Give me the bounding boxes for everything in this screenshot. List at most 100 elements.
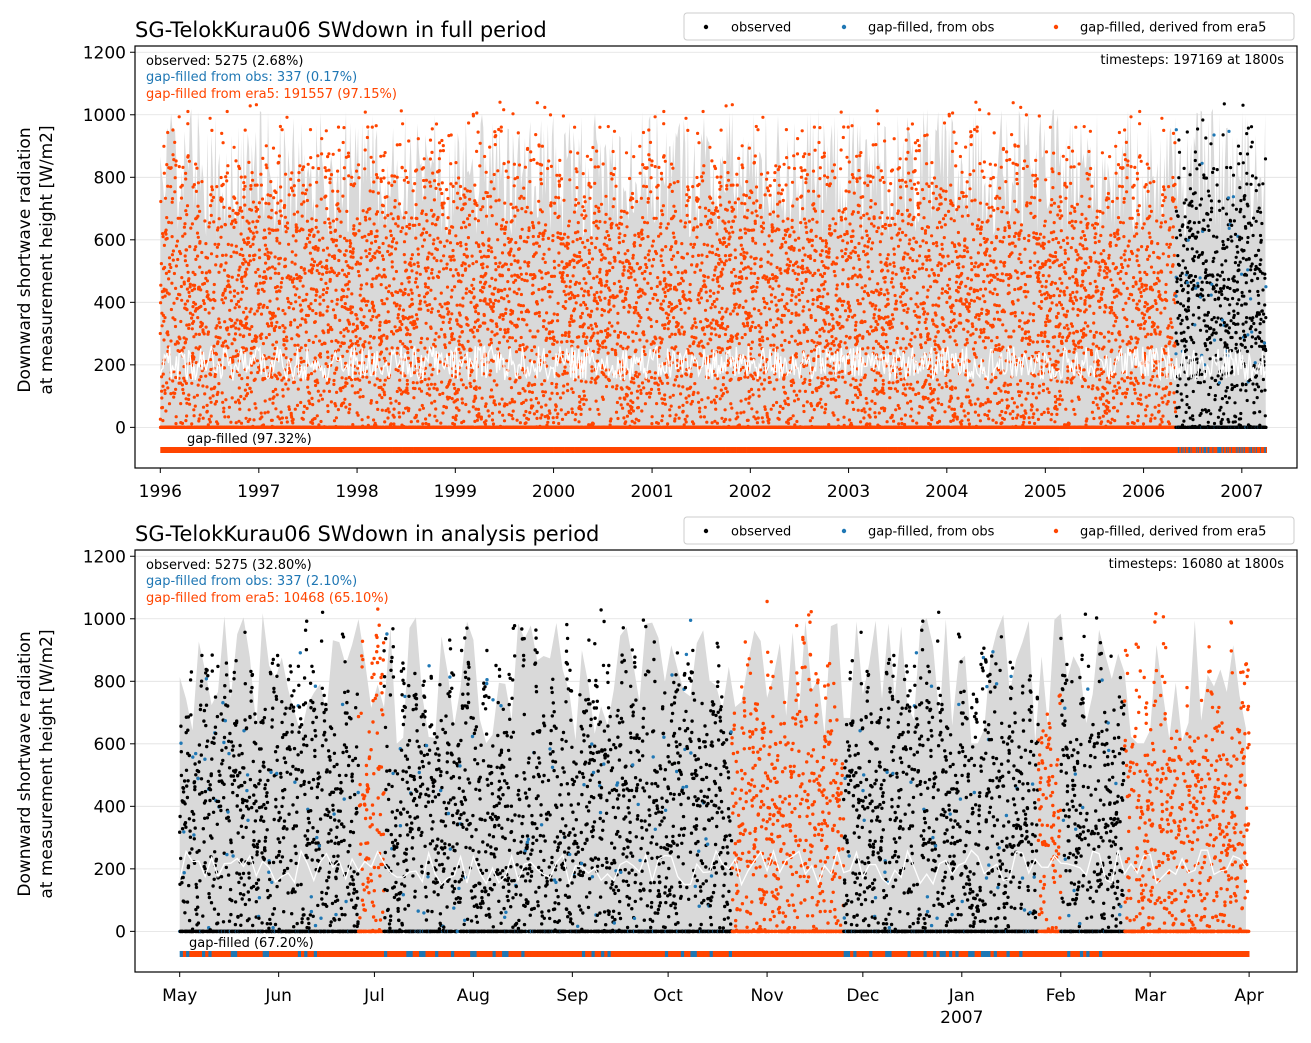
data-point [185, 401, 189, 405]
data-point [537, 199, 541, 203]
data-point [209, 204, 213, 208]
data-point [261, 156, 265, 160]
data-point [504, 220, 509, 224]
data-point [604, 194, 608, 198]
data-point [413, 280, 418, 284]
data-point [167, 402, 172, 406]
data-point [279, 281, 283, 285]
data-point [552, 421, 556, 425]
data-point [437, 157, 441, 161]
data-point [573, 125, 577, 129]
data-point [420, 336, 424, 340]
data-point [546, 420, 550, 424]
data-point [459, 226, 464, 230]
data-point [239, 320, 243, 324]
data-point [545, 336, 549, 340]
data-point [603, 339, 607, 343]
data-point [342, 401, 346, 405]
data-point [523, 389, 527, 393]
data-point [364, 303, 369, 307]
data-point [548, 350, 552, 354]
data-point [338, 249, 342, 253]
data-point [492, 379, 496, 383]
data-point [167, 256, 172, 260]
data-point [442, 267, 446, 271]
data-point [490, 411, 495, 415]
data-point [242, 334, 246, 338]
data-point [243, 203, 247, 207]
data-point [315, 414, 319, 418]
data-point [347, 411, 351, 415]
data-point [205, 256, 210, 260]
data-point [249, 244, 253, 249]
data-point [331, 189, 335, 193]
data-point [238, 265, 242, 269]
data-point [169, 392, 173, 396]
data-point [397, 202, 402, 206]
data-point [551, 356, 555, 360]
data-point [394, 399, 398, 403]
data-point [209, 252, 214, 256]
data-point [351, 250, 355, 254]
data-point [551, 416, 555, 420]
data-point [408, 340, 412, 344]
data-point [255, 183, 259, 187]
data-point [582, 294, 586, 298]
data-point [516, 259, 520, 263]
data-point [358, 337, 362, 341]
data-point [271, 343, 275, 347]
data-point [217, 358, 222, 362]
data-point [403, 169, 407, 173]
data-point [251, 178, 255, 182]
data-point [363, 234, 367, 238]
data-point [239, 232, 243, 236]
data-point [396, 290, 400, 295]
data-point [234, 244, 238, 248]
data-point [233, 218, 237, 222]
data-point [506, 236, 510, 241]
data-point [578, 404, 582, 409]
data-point [310, 217, 314, 221]
data-point [595, 275, 599, 279]
data-point [492, 302, 496, 306]
data-point [377, 313, 381, 317]
data-point [323, 341, 327, 346]
data-point [494, 222, 499, 226]
data-point [593, 246, 598, 250]
data-point [509, 386, 514, 390]
data-point [255, 335, 259, 339]
data-point [528, 329, 532, 333]
data-point [440, 138, 444, 143]
data-point [311, 403, 315, 407]
data-point [237, 268, 241, 272]
data-point [533, 335, 537, 339]
data-point [264, 144, 268, 148]
data-point [200, 180, 204, 184]
data-point [332, 382, 336, 386]
data-point [331, 308, 336, 312]
data-point [427, 422, 431, 427]
data-point [325, 350, 330, 354]
data-point [464, 247, 468, 251]
data-point [418, 299, 423, 303]
data-point [311, 421, 315, 425]
data-point [172, 370, 176, 374]
data-point [305, 219, 309, 223]
data-point [581, 397, 585, 401]
data-point [488, 194, 492, 198]
data-point [395, 143, 399, 147]
data-point [258, 302, 262, 306]
data-point [565, 273, 570, 278]
data-point [421, 231, 425, 235]
data-point [509, 202, 513, 206]
data-point [395, 175, 399, 179]
data-point [195, 231, 200, 235]
data-point [206, 293, 210, 297]
data-point [557, 374, 561, 378]
data-point [503, 201, 507, 205]
data-point [568, 323, 572, 328]
data-point [209, 373, 213, 377]
data-point [270, 324, 274, 328]
data-point [310, 271, 314, 275]
data-point [299, 346, 303, 350]
